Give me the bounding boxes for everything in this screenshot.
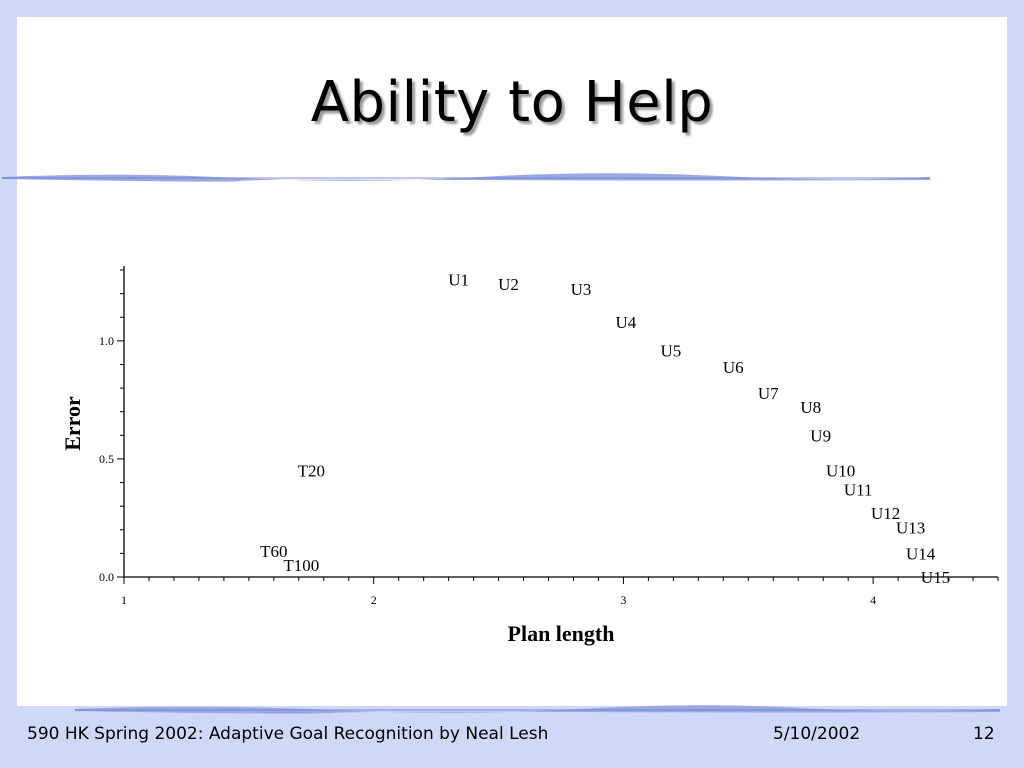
data-point-label: U15 [921, 568, 950, 587]
y-tick-label: 1.0 [99, 334, 114, 348]
data-point-label: U6 [723, 358, 744, 377]
y-tick-label: 0.0 [99, 570, 114, 584]
top-divider [2, 173, 930, 182]
data-point-label: U10 [826, 462, 855, 481]
data-point-label: U7 [758, 384, 779, 403]
footer-date: 5/10/2002 [773, 724, 861, 744]
x-tick-label: 3 [620, 593, 626, 607]
data-point-label: U4 [616, 313, 637, 332]
data-point-label: U11 [844, 481, 873, 500]
scatter-chart: 1 2 3 4 0.0 0.5 1.0 Plan length Error U1 U2 U3 U4 U5 U… [60, 266, 999, 646]
x-tick-label: 2 [371, 593, 377, 607]
data-point-label: T60 [260, 542, 287, 561]
slide-background [17, 17, 1007, 706]
data-point-label: U9 [810, 426, 831, 445]
data-point-label: U8 [800, 398, 821, 417]
data-point-label: U12 [871, 504, 900, 523]
y-tick-label: 0.5 [99, 452, 114, 466]
footer-course-title: 590 HK Spring 2002: Adaptive Goal Recogn… [27, 724, 549, 744]
data-point-label: U13 [896, 518, 925, 537]
x-tick-label: 4 [870, 593, 876, 607]
data-point-label: T100 [283, 556, 319, 575]
data-point-label: U2 [498, 275, 519, 294]
data-point-label: U5 [660, 341, 681, 360]
data-point-label: U3 [571, 280, 592, 299]
y-axis-title: Error [60, 396, 85, 451]
footer-page-number: 12 [973, 724, 995, 744]
bottom-divider [75, 705, 1000, 714]
slide-title: Ability to Help [310, 70, 714, 135]
x-axis-title: Plan length [508, 621, 615, 646]
x-tick-label: 1 [121, 593, 127, 607]
data-point-label: T20 [298, 462, 325, 481]
data-point-label: U1 [448, 270, 469, 289]
data-point-label: U14 [906, 544, 936, 563]
